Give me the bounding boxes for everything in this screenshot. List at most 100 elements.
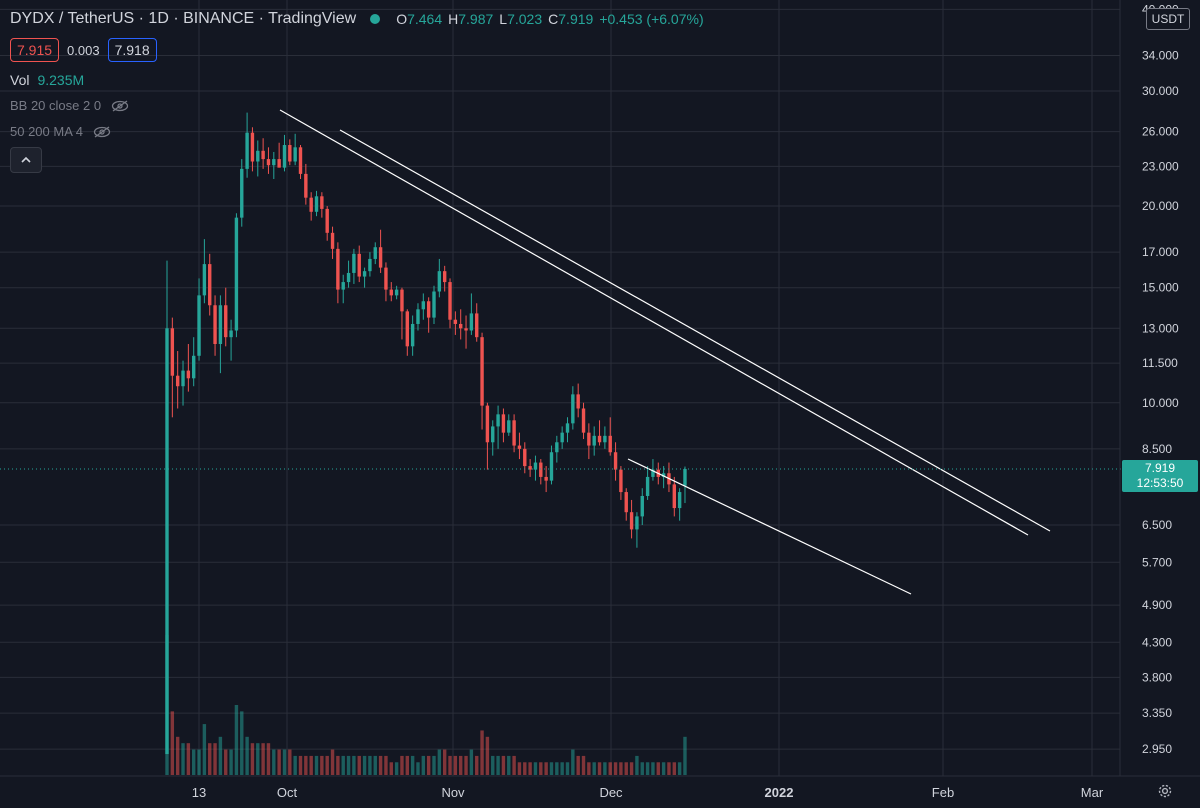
candle	[277, 142, 281, 168]
candle-body	[517, 445, 522, 449]
buy-button[interactable]: 7.918	[107, 38, 157, 62]
candle-body	[560, 432, 564, 443]
ohlc-low-value: 7.023	[507, 11, 543, 27]
ohlc-high-label: H	[448, 11, 459, 27]
volume-bar	[640, 762, 644, 775]
volume-bar	[560, 762, 564, 775]
candle-body	[309, 197, 313, 212]
volume-bars	[165, 635, 687, 775]
candle	[560, 426, 564, 449]
price-tick-label: 13.000	[1142, 321, 1179, 335]
candle	[240, 159, 244, 227]
candle-body	[491, 426, 495, 443]
candle	[352, 248, 356, 284]
candle	[357, 245, 361, 283]
volume-bar	[373, 755, 377, 775]
candle	[410, 315, 415, 356]
volume-bar	[186, 743, 191, 775]
volume-bar	[410, 755, 415, 775]
volume-bar	[240, 711, 244, 775]
price-tick-label: 34.000	[1142, 48, 1179, 62]
volume-bar	[282, 749, 287, 775]
bb-legend[interactable]: BB 20 close 2 0	[10, 98, 129, 113]
collapse-legend-button[interactable]	[10, 147, 42, 173]
candle	[170, 317, 175, 418]
candle	[362, 267, 367, 288]
volume-bar	[368, 755, 372, 775]
candle	[517, 432, 522, 460]
volume-bar	[491, 755, 495, 775]
candle-body	[357, 253, 361, 277]
candle-body	[208, 264, 212, 306]
volume-bar	[464, 755, 468, 775]
volume-bar	[480, 730, 484, 775]
candle-body	[587, 432, 591, 446]
trendline-lower[interactable]	[627, 458, 912, 595]
candle	[565, 417, 570, 443]
trendlines[interactable]	[279, 109, 1051, 595]
candle-body	[539, 462, 543, 477]
candle	[629, 499, 634, 539]
candle-body	[442, 271, 447, 283]
volume-bar	[437, 749, 442, 775]
candle-body	[512, 420, 516, 446]
volume-bar	[261, 743, 265, 775]
symbol-title[interactable]: DYDX / TetherUS · 1D · BINANCE · Trading…	[10, 10, 357, 27]
candle-body	[672, 484, 676, 509]
time-axis[interactable]: 13 Oct Nov Dec 2022 Feb Mar	[192, 785, 1104, 800]
candle	[672, 476, 676, 517]
candle-body	[480, 337, 484, 406]
candle-body	[245, 132, 249, 169]
candle	[229, 319, 233, 361]
candle	[405, 309, 409, 356]
candle-body	[175, 375, 180, 387]
candle-body	[229, 330, 233, 338]
candle-body	[405, 311, 409, 347]
eye-off-icon[interactable]	[111, 99, 129, 112]
candle-body	[314, 196, 319, 212]
candle-body	[597, 435, 602, 443]
volume-bar	[293, 755, 297, 775]
candle-body	[571, 394, 575, 424]
volume-bar	[661, 762, 666, 775]
candle	[245, 112, 249, 178]
volume-bar	[352, 755, 356, 775]
candle	[475, 303, 479, 342]
volume-bar	[336, 755, 340, 775]
candle	[677, 488, 682, 521]
price-axis[interactable]: 40.00034.00030.00026.00023.00020.00017.0…	[1142, 2, 1179, 756]
candle-body	[325, 208, 329, 233]
sell-button[interactable]: 7.915	[10, 38, 60, 62]
trendline-upper-2[interactable]	[339, 129, 1051, 532]
volume-bar	[341, 755, 345, 775]
ohlc-open-value: 7.464	[407, 11, 443, 27]
candle-body	[635, 516, 639, 530]
candle-body	[459, 323, 463, 329]
candle	[288, 139, 292, 166]
trendline-upper-1[interactable]	[279, 109, 1029, 536]
price-tick-label: 26.000	[1142, 125, 1179, 139]
volume-bar	[325, 755, 329, 775]
ma-legend[interactable]: 50 200 MA 4	[10, 124, 111, 139]
ohlc-close-value: 7.919	[558, 11, 594, 27]
candle	[624, 488, 628, 521]
currency-badge[interactable]: USDT	[1146, 8, 1190, 30]
candle	[368, 252, 372, 277]
candle	[394, 285, 399, 300]
volume-bar	[304, 755, 308, 775]
volume-legend[interactable]: Vol 9.235M	[10, 72, 84, 88]
candle-body	[651, 469, 655, 477]
price-tick-label: 5.700	[1142, 555, 1172, 569]
price-tick-label: 3.350	[1142, 706, 1172, 720]
eye-off-icon[interactable]	[93, 125, 111, 138]
candle	[282, 134, 287, 172]
candle	[208, 253, 212, 316]
candle	[549, 445, 554, 485]
volume-bar	[523, 762, 527, 775]
candle-body	[352, 253, 356, 273]
volume-bar	[421, 755, 426, 775]
candle-body	[362, 271, 367, 277]
candle	[389, 282, 393, 302]
gear-icon[interactable]	[1156, 782, 1174, 800]
